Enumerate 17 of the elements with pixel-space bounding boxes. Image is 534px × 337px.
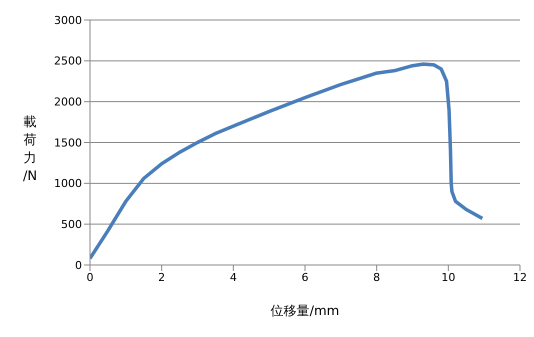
x-tick-label: 8 xyxy=(373,270,380,284)
y-tick-label: 3000 xyxy=(54,14,82,27)
y-tick-label: 1000 xyxy=(54,177,82,190)
x-tick-label: 4 xyxy=(230,270,237,284)
y-tick-label: 0 xyxy=(75,258,82,272)
x-tick-label: 0 xyxy=(86,270,94,284)
y-tick-label: 500 xyxy=(61,218,82,232)
y-tick-label: 2500 xyxy=(54,54,82,68)
x-tick-label: 10 xyxy=(441,270,456,284)
x-tick-label: 2 xyxy=(158,270,166,284)
line-series xyxy=(90,62,484,260)
x-axis-title: 位移量/mm xyxy=(270,304,340,319)
y-tick-label: 2000 xyxy=(54,96,82,109)
x-tick-label: 12 xyxy=(513,270,527,284)
y-axis-title: 載荷力/N xyxy=(22,115,38,184)
y-tick-label: 1500 xyxy=(54,136,82,150)
x-tick-label: 6 xyxy=(302,270,308,284)
